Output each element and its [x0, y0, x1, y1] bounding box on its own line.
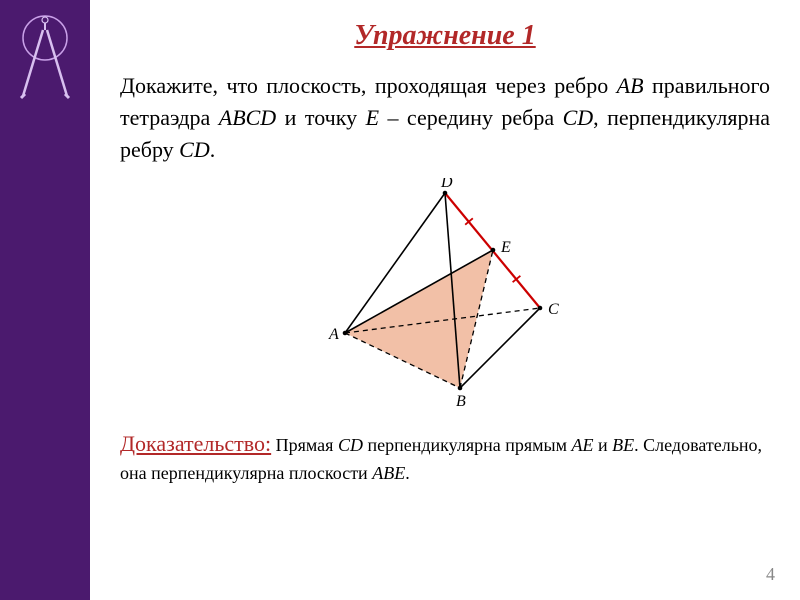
tetrahedron-figure: A B C D E [120, 178, 770, 413]
problem-text: Докажите, что плоскость, проходящая чере… [120, 70, 770, 166]
svg-text:D: D [440, 178, 453, 191]
svg-text:A: A [328, 326, 339, 343]
t: . [210, 137, 216, 162]
t: и [594, 435, 613, 455]
proof-text: Доказательство: Прямая CD перпендикулярн… [120, 427, 770, 487]
label-e: E [366, 105, 379, 130]
label-abcd: ABCD [219, 105, 276, 130]
svg-text:B: B [456, 393, 466, 408]
t: Докажите, что плоскость, проходящая чере… [120, 73, 617, 98]
label-cd: CD [338, 435, 363, 455]
t: Прямая [271, 435, 338, 455]
label-cd: CD [563, 105, 594, 130]
content-area: Упражнение 1 Докажите, что плоскость, пр… [90, 0, 800, 600]
label-ab: AB [617, 73, 644, 98]
page-number: 4 [766, 564, 775, 585]
svg-text:C: C [548, 301, 559, 318]
t: . [405, 463, 410, 483]
t: перпендикулярна прямым [363, 435, 572, 455]
proof-label: Доказательство: [120, 431, 271, 456]
t: и точку [276, 105, 365, 130]
sidebar [0, 0, 90, 600]
page-title: Упражнение 1 [120, 20, 770, 52]
label-be: BE [612, 435, 634, 455]
svg-text:E: E [500, 239, 511, 256]
t: – середину ребра [379, 105, 563, 130]
label-ae: AE [572, 435, 594, 455]
label-abe: ABE [372, 463, 405, 483]
compass-icon [8, 8, 83, 108]
label-cd2: CD [179, 137, 210, 162]
